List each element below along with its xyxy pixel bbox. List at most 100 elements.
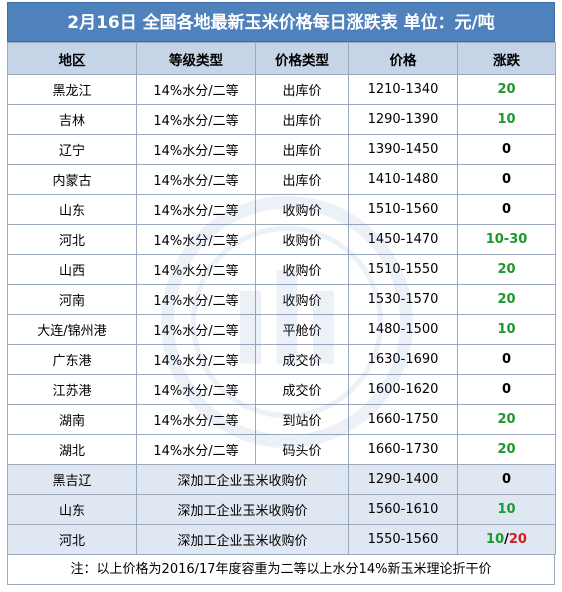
change-cell: 10 [457,104,556,135]
table-row: 内蒙古 14%水分/二等 出库价 1410-1480 0 [7,164,556,195]
region-cell: 山西 [7,254,137,285]
table-row: 江苏港 14%水分/二等 成交价 1600-1620 0 [7,374,556,405]
grade-cell: 14%水分/二等 [136,74,256,105]
header-price: 价格 [348,42,458,75]
price-type-cell: 到站价 [255,404,349,435]
table-row: 山东 深加工企业玉米收购价 1560-1610 10 [7,494,556,525]
grade-cell: 14%水分/二等 [136,134,256,165]
region-cell: 吉林 [7,104,137,135]
header-row: 地区 等级类型 价格类型 价格 涨跌 [7,42,556,75]
region-cell: 河北 [7,524,137,555]
change-cell: 0 [457,464,556,495]
change-cell: 0 [457,164,556,195]
price-type-cell: 深加工企业玉米收购价 [136,464,349,495]
change-cell: 10-30 [457,224,556,255]
change-cell: 0 [457,374,556,405]
change-cell: 10 [457,494,556,525]
price-cell: 1390-1450 [348,134,458,165]
table-row: 山西 14%水分/二等 收购价 1510-1550 20 [7,254,556,285]
table-row: 黑龙江 14%水分/二等 出库价 1210-1340 20 [7,74,556,105]
table-row: 吉林 14%水分/二等 出库价 1290-1390 10 [7,104,556,135]
price-cell: 1410-1480 [348,164,458,195]
price-type-cell: 收购价 [255,284,349,315]
price-type-cell: 成交价 [255,344,349,375]
region-cell: 黑龙江 [7,74,137,105]
grade-cell: 14%水分/二等 [136,314,256,345]
price-table-container: 2月16日 全国各地最新玉米价格每日涨跌表 单位：元/吨 地区 等级类型 价格类… [7,2,556,585]
grade-cell: 14%水分/二等 [136,254,256,285]
grade-cell: 14%水分/二等 [136,404,256,435]
price-cell: 1480-1500 [348,314,458,345]
header-change: 涨跌 [457,42,556,75]
grade-cell: 14%水分/二等 [136,344,256,375]
grade-cell: 14%水分/二等 [136,284,256,315]
change-cell: 10 [457,314,556,345]
price-cell: 1530-1570 [348,284,458,315]
change-cell: 0 [457,134,556,165]
table-row: 辽宁 14%水分/二等 出库价 1390-1450 0 [7,134,556,165]
change-cell: 20 [457,434,556,465]
price-type-cell: 平舱价 [255,314,349,345]
change-alt-value: 20 [508,532,527,547]
region-cell: 辽宁 [7,134,137,165]
price-cell: 1630-1690 [348,344,458,375]
price-cell: 1210-1340 [348,74,458,105]
grade-cell: 14%水分/二等 [136,164,256,195]
table-row: 广东港 14%水分/二等 成交价 1630-1690 0 [7,344,556,375]
price-type-cell: 码头价 [255,434,349,465]
region-cell: 湖南 [7,404,137,435]
change-up-value: 10 [486,532,505,547]
table-row: 河南 14%水分/二等 收购价 1530-1570 20 [7,284,556,315]
header-region: 地区 [7,42,137,75]
price-cell: 1560-1610 [348,494,458,525]
price-table: 地区 等级类型 价格类型 价格 涨跌 黑龙江 14%水分/二等 出库价 1210-13… [7,42,556,555]
price-cell: 1450-1470 [348,224,458,255]
price-type-cell: 收购价 [255,194,349,225]
table-title: 2月16日 全国各地最新玉米价格每日涨跌表 单位：元/吨 [7,2,555,42]
price-type-cell: 深加工企业玉米收购价 [136,524,349,555]
grade-cell: 14%水分/二等 [136,104,256,135]
price-type-cell: 出库价 [255,134,349,165]
change-cell: 0 [457,344,556,375]
region-cell: 黑吉辽 [7,464,137,495]
region-cell: 河北 [7,224,137,255]
table-row: 山东 14%水分/二等 收购价 1510-1560 0 [7,194,556,225]
region-cell: 广东港 [7,344,137,375]
price-cell: 1290-1400 [348,464,458,495]
change-separator: / [504,532,509,547]
price-cell: 1510-1560 [348,194,458,225]
price-cell: 1290-1390 [348,104,458,135]
price-type-cell: 出库价 [255,74,349,105]
price-type-cell: 出库价 [255,164,349,195]
region-cell: 河南 [7,284,137,315]
change-cell: 10/20 [457,524,556,555]
table-body: 黑龙江 14%水分/二等 出库价 1210-1340 20 吉林 14%水分/二等 出库价 12… [7,74,556,555]
price-cell: 1660-1730 [348,434,458,465]
change-cell: 20 [457,254,556,285]
change-cell: 20 [457,74,556,105]
region-cell: 内蒙古 [7,164,137,195]
header-price-type: 价格类型 [255,42,349,75]
table-row: 湖南 14%水分/二等 到站价 1660-1750 20 [7,404,556,435]
grade-cell: 14%水分/二等 [136,374,256,405]
price-cell: 1510-1550 [348,254,458,285]
footnote: 注：以上价格为2016/17年度容重为二等以上水分14%新玉米理论折干价 [7,555,555,585]
price-type-cell: 收购价 [255,254,349,285]
region-cell: 大连/锦州港 [7,314,137,345]
table-row: 湖北 14%水分/二等 码头价 1660-1730 20 [7,434,556,465]
price-type-cell: 收购价 [255,224,349,255]
grade-cell: 14%水分/二等 [136,224,256,255]
price-type-cell: 深加工企业玉米收购价 [136,494,349,525]
change-cell: 0 [457,194,556,225]
grade-cell: 14%水分/二等 [136,434,256,465]
change-cell: 20 [457,284,556,315]
price-cell: 1600-1620 [348,374,458,405]
header-grade: 等级类型 [136,42,256,75]
price-cell: 1550-1560 [348,524,458,555]
price-type-cell: 成交价 [255,374,349,405]
change-cell: 20 [457,404,556,435]
region-cell: 山东 [7,194,137,225]
table-row: 大连/锦州港 14%水分/二等 平舱价 1480-1500 10 [7,314,556,345]
table-row: 河北 深加工企业玉米收购价 1550-1560 10/20 [7,524,556,555]
grade-cell: 14%水分/二等 [136,194,256,225]
